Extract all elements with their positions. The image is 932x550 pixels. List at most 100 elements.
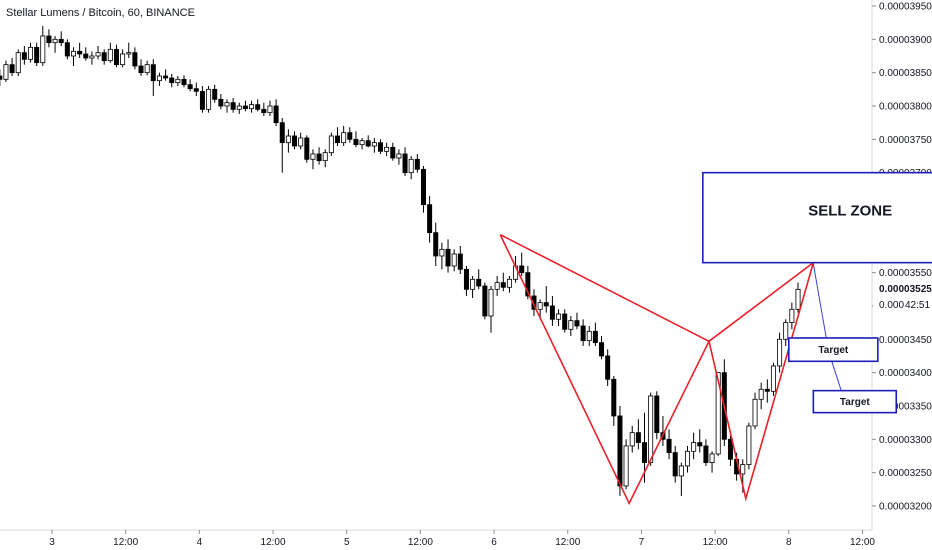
candle-body <box>298 137 304 147</box>
candle-body <box>40 35 46 64</box>
chart-symbol-title: Stellar Lumens / Bitcoin, 60, BINANCE <box>6 7 195 19</box>
candle-body <box>384 146 390 152</box>
target-box-1[interactable] <box>787 337 879 363</box>
pattern-leg-bd[interactable] <box>708 262 814 342</box>
candle-body <box>9 64 15 74</box>
candle-body <box>113 48 119 66</box>
candle-body <box>666 438 672 454</box>
candle-body <box>212 88 218 100</box>
candle-body <box>654 395 660 434</box>
candle-body <box>709 453 715 464</box>
candle-body <box>402 153 408 174</box>
candle-body <box>611 378 617 417</box>
candle-body <box>488 288 494 317</box>
candle-body <box>230 102 236 110</box>
candle-body <box>648 395 654 464</box>
candle-body <box>242 105 248 110</box>
candle-body <box>175 78 181 84</box>
candle-body <box>568 320 574 330</box>
candle-body <box>642 442 648 464</box>
candle-body <box>556 313 562 320</box>
candle-body <box>236 105 242 110</box>
candle-body <box>0 75 3 80</box>
candle-body <box>414 158 420 170</box>
x-tick-label: 7 <box>639 537 645 548</box>
candle-body <box>21 52 27 60</box>
candle-body <box>777 338 783 367</box>
candle-body <box>15 52 21 74</box>
candle-body <box>322 152 328 162</box>
candle-body <box>629 432 635 447</box>
candle-body <box>347 132 353 140</box>
candle-body <box>46 35 52 44</box>
candle-body <box>335 135 341 144</box>
x-tick-label: 12:00 <box>408 537 433 548</box>
sell-zone-box[interactable] <box>702 171 932 264</box>
candle-body <box>261 108 267 114</box>
x-tick-label: 12:00 <box>703 537 728 548</box>
y-tick-label: 0.00003850 <box>879 68 932 79</box>
candle-body <box>691 442 697 452</box>
candle-body <box>206 88 212 110</box>
candle-body <box>138 65 144 74</box>
candle-body <box>789 308 795 324</box>
candle-body <box>408 158 414 174</box>
candle-body <box>396 153 402 159</box>
candle-body <box>635 432 641 444</box>
y-tick-label: 0.00003200 <box>879 501 932 512</box>
candle-body <box>703 445 709 464</box>
y-tick-label: 0.00003750 <box>879 135 932 146</box>
candle-body <box>764 388 770 392</box>
candle-body <box>463 268 469 290</box>
candle-body <box>107 48 113 62</box>
candle-body <box>77 50 83 55</box>
candle-body <box>543 302 549 307</box>
y-tick-label: 0.00003300 <box>879 435 932 446</box>
candle-body <box>3 64 9 80</box>
candle-body <box>341 132 347 144</box>
pattern-leg-xb[interactable] <box>499 233 710 343</box>
candle-body <box>740 464 746 475</box>
candle-body <box>439 248 445 257</box>
harmonic-pattern-zigzag[interactable] <box>499 234 815 506</box>
candle-body <box>549 305 555 320</box>
candle-body <box>279 122 285 144</box>
price-tag-bg <box>873 281 932 313</box>
y-tick-label: 0.00003400 <box>879 368 932 379</box>
candle-body <box>267 105 273 114</box>
candle-body <box>537 302 543 310</box>
candle-body <box>156 75 162 82</box>
candle-body <box>144 64 150 74</box>
candle-body <box>249 104 255 110</box>
candle-body <box>715 372 721 455</box>
candle-body <box>592 330 598 344</box>
y-tick-label: 0.00003950 <box>879 2 932 13</box>
candle-body <box>420 168 426 206</box>
candle-body <box>70 50 76 57</box>
candle-body <box>451 253 457 267</box>
candle-body <box>586 330 592 342</box>
candle-body <box>500 282 506 288</box>
candle-body <box>580 325 586 342</box>
candle-body <box>697 442 703 447</box>
y-tick-label: 0.00003800 <box>879 101 932 112</box>
x-tick-label: 12:00 <box>113 537 138 548</box>
candle-body <box>531 295 537 310</box>
y-tick-label: 0.00003900 <box>879 35 932 46</box>
candle-body <box>783 322 789 340</box>
candle-body <box>181 78 187 86</box>
x-tick-label: 5 <box>344 537 350 548</box>
target-box-2[interactable] <box>812 389 898 414</box>
x-tick-label: 12:00 <box>555 537 580 548</box>
candle-body <box>390 146 396 159</box>
candle-body <box>433 232 439 257</box>
candle-body <box>83 53 89 59</box>
candle-body <box>476 278 482 287</box>
candle-body <box>52 38 58 44</box>
candle-body <box>672 452 678 477</box>
candle-body <box>506 278 512 288</box>
candle-body <box>770 365 776 392</box>
candle-body <box>605 355 611 380</box>
candle-body <box>758 388 764 400</box>
